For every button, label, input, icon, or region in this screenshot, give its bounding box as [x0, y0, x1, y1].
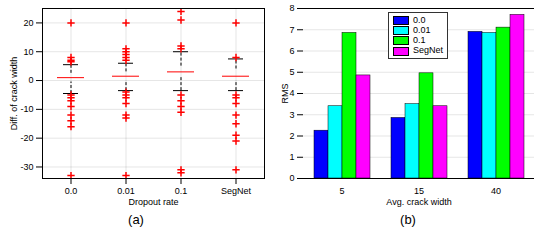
svg-text:0.1: 0.1	[175, 186, 188, 196]
svg-text:15: 15	[414, 186, 424, 196]
html-text:(a): (a)	[128, 212, 144, 227]
svg-text:10: 10	[23, 47, 33, 57]
svg-text:0.01: 0.01	[117, 186, 135, 196]
svg-text:0.0: 0.0	[65, 186, 78, 196]
html-text:0.0: 0.0	[413, 15, 426, 25]
svg-text:0: 0	[28, 75, 33, 85]
svg-text:5: 5	[339, 186, 344, 196]
svg-text:Diff. of crack width: Diff. of crack width	[9, 57, 19, 130]
svg-text:Avg. crack width: Avg. crack width	[386, 197, 451, 207]
svg-text:0: 0	[289, 173, 294, 183]
svg-text:RMS: RMS	[280, 84, 290, 104]
svg-text:6: 6	[289, 46, 294, 56]
svg-text:-10: -10	[20, 104, 33, 114]
svg-text:-20: -20	[20, 133, 33, 143]
html-text:0.01: 0.01	[413, 25, 431, 36]
svg-text:20: 20	[23, 18, 33, 28]
html-text:SegNet: SegNet	[413, 45, 443, 56]
svg-text:4: 4	[289, 88, 294, 98]
svg-text:SegNet: SegNet	[221, 186, 252, 196]
svg-text:40: 40	[491, 186, 501, 196]
html-text:(b): (b)	[400, 212, 416, 227]
svg-text:2: 2	[289, 131, 294, 141]
svg-text:Dropout rate: Dropout rate	[128, 197, 178, 207]
svg-text:3: 3	[289, 110, 294, 120]
svg-text:-30: -30	[20, 162, 33, 172]
svg-text:5: 5	[289, 67, 294, 77]
svg-text:7: 7	[289, 25, 294, 35]
svg-text:8: 8	[289, 3, 294, 13]
svg-text:1: 1	[289, 152, 294, 162]
html-text:0.1: 0.1	[413, 35, 426, 46]
